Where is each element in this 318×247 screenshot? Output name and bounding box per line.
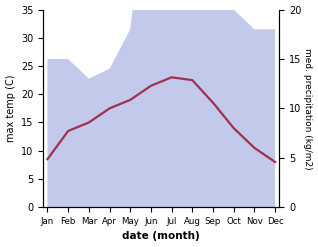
X-axis label: date (month): date (month) [122, 231, 200, 242]
Y-axis label: med. precipitation (kg/m2): med. precipitation (kg/m2) [303, 48, 313, 169]
Y-axis label: max temp (C): max temp (C) [5, 75, 16, 142]
